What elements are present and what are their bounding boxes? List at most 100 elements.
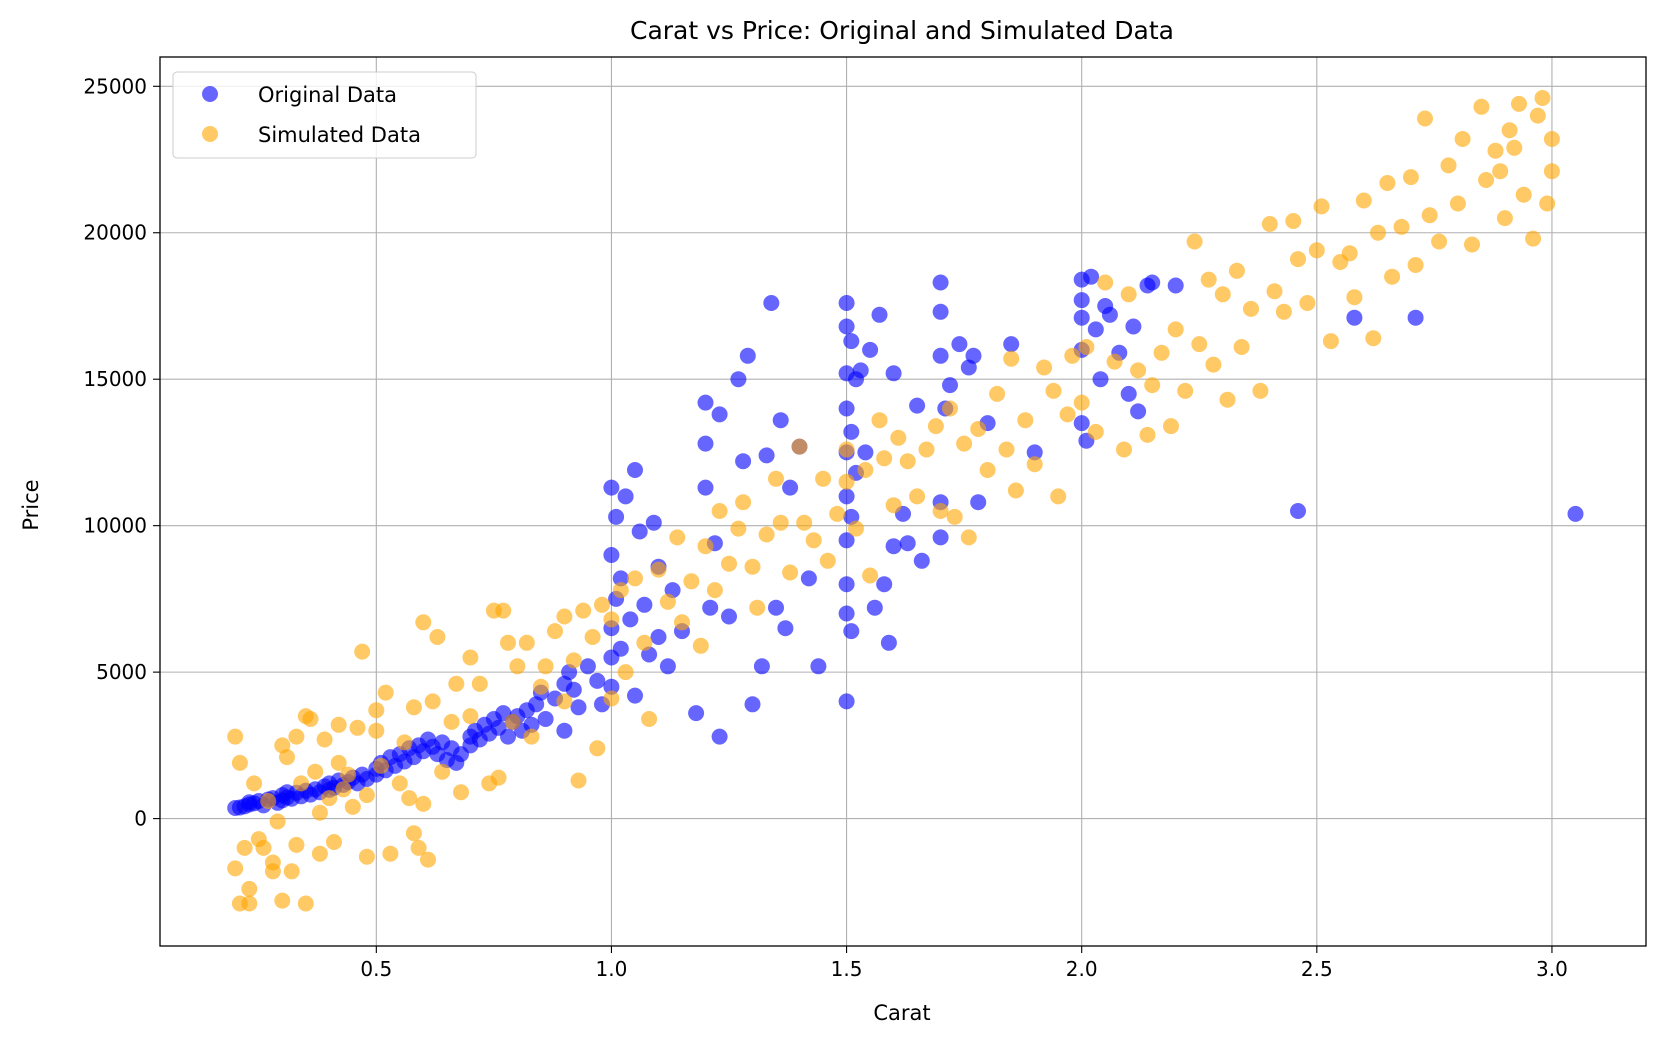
data-point bbox=[612, 640, 629, 657]
data-point bbox=[1290, 503, 1306, 519]
data-point bbox=[1567, 505, 1584, 522]
data-point bbox=[838, 488, 855, 505]
data-point bbox=[843, 333, 860, 350]
data-point bbox=[1120, 286, 1137, 303]
data-point bbox=[570, 772, 587, 789]
data-point bbox=[565, 681, 582, 698]
data-point bbox=[932, 303, 949, 320]
y-tick-label: 10000 bbox=[83, 514, 147, 538]
data-point bbox=[650, 561, 667, 578]
data-point bbox=[405, 699, 422, 716]
data-point bbox=[556, 722, 573, 739]
data-point bbox=[1186, 233, 1203, 250]
data-point bbox=[1515, 186, 1532, 203]
data-point bbox=[739, 347, 756, 364]
data-point bbox=[1026, 456, 1043, 473]
data-point bbox=[909, 488, 926, 505]
y-axis-label: Price bbox=[19, 479, 43, 530]
data-point bbox=[927, 418, 944, 435]
data-point bbox=[434, 763, 451, 780]
data-point bbox=[1073, 292, 1090, 309]
data-point bbox=[1064, 347, 1081, 364]
data-point bbox=[274, 892, 291, 909]
data-point bbox=[838, 576, 855, 593]
data-point bbox=[932, 529, 949, 546]
data-point bbox=[565, 652, 582, 669]
data-point bbox=[293, 775, 310, 792]
data-point bbox=[368, 722, 385, 739]
data-point bbox=[1153, 344, 1170, 361]
x-tick-label: 1.0 bbox=[596, 957, 628, 981]
data-point bbox=[1073, 415, 1090, 432]
data-point bbox=[297, 895, 314, 912]
data-point bbox=[819, 552, 836, 569]
data-point bbox=[340, 766, 357, 783]
y-tick-label: 25000 bbox=[83, 74, 147, 98]
data-point bbox=[617, 664, 634, 681]
x-tick-label: 2.0 bbox=[1066, 957, 1098, 981]
data-point bbox=[970, 421, 987, 437]
data-point bbox=[1346, 289, 1363, 306]
data-point bbox=[354, 643, 371, 660]
axis-ticks: 0.5 1.0 1.5 2.0 2.5 3.0 0 5000 10000 15000 20000 25… bbox=[83, 74, 1567, 981]
data-point bbox=[838, 693, 855, 710]
data-point bbox=[373, 757, 389, 774]
data-point bbox=[1130, 403, 1147, 420]
data-point bbox=[862, 567, 879, 584]
scatter-points bbox=[227, 90, 1584, 912]
data-point bbox=[1370, 224, 1386, 241]
data-point bbox=[589, 672, 606, 689]
data-point bbox=[462, 649, 479, 666]
data-point bbox=[264, 863, 281, 880]
data-point bbox=[570, 699, 587, 716]
data-point bbox=[1243, 300, 1259, 317]
data-point bbox=[556, 693, 573, 710]
data-point bbox=[608, 508, 625, 525]
data-point bbox=[697, 479, 714, 496]
data-point bbox=[946, 508, 963, 525]
data-point bbox=[1233, 339, 1250, 355]
data-point bbox=[227, 860, 244, 877]
y-tick-label: 15000 bbox=[83, 367, 147, 391]
data-point bbox=[1313, 198, 1330, 215]
data-point bbox=[495, 602, 512, 619]
data-point bbox=[692, 637, 709, 654]
data-point bbox=[396, 734, 413, 751]
data-point bbox=[800, 570, 817, 587]
data-point bbox=[735, 494, 752, 511]
data-point bbox=[316, 731, 333, 748]
data-point bbox=[965, 347, 982, 364]
data-point bbox=[330, 716, 347, 733]
data-point bbox=[829, 505, 846, 522]
data-point bbox=[523, 716, 540, 733]
data-point bbox=[669, 529, 686, 546]
data-point bbox=[909, 397, 926, 414]
data-point bbox=[307, 763, 324, 780]
data-point bbox=[410, 839, 427, 856]
data-point bbox=[420, 851, 436, 868]
x-tick-label: 2.5 bbox=[1301, 957, 1333, 981]
series-original bbox=[227, 268, 1584, 816]
data-point bbox=[1285, 213, 1302, 229]
data-point bbox=[721, 608, 737, 625]
data-point bbox=[617, 488, 634, 505]
data-point bbox=[871, 412, 888, 429]
data-point bbox=[848, 520, 864, 537]
data-point bbox=[405, 825, 422, 842]
data-point bbox=[241, 880, 258, 897]
data-point bbox=[631, 523, 648, 540]
data-point bbox=[1539, 195, 1556, 212]
x-tick-label: 1.5 bbox=[831, 957, 863, 981]
data-point bbox=[843, 423, 860, 440]
data-point bbox=[697, 538, 714, 555]
data-point bbox=[1379, 175, 1396, 191]
data-point bbox=[288, 728, 305, 745]
data-point bbox=[1087, 321, 1104, 338]
data-point bbox=[547, 623, 563, 640]
data-point bbox=[1421, 207, 1438, 224]
data-point bbox=[1097, 274, 1114, 291]
data-point bbox=[627, 570, 643, 587]
chart-title: Carat vs Price: Original and Simulated D… bbox=[630, 16, 1174, 45]
data-point bbox=[1125, 318, 1142, 335]
data-point bbox=[805, 532, 822, 549]
